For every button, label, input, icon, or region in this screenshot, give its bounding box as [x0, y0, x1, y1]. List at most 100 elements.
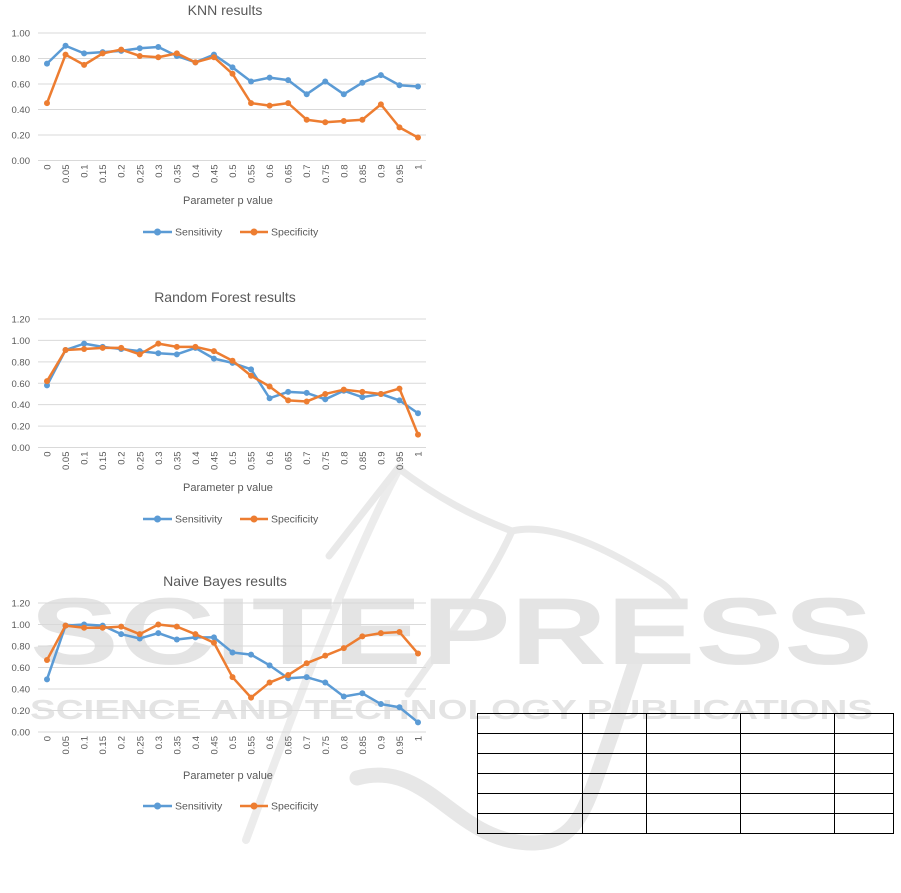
- table-cell: [646, 753, 741, 774]
- legend-label: Specificity: [271, 514, 319, 526]
- specificity-marker: [377, 390, 384, 397]
- x-tick-label: 1: [414, 165, 425, 170]
- table-cell: [834, 813, 894, 834]
- specificity-marker: [322, 652, 329, 659]
- specificity-marker: [285, 672, 292, 679]
- x-tick-label: 0.9: [376, 165, 387, 178]
- table-cell: [834, 793, 894, 814]
- results-table-body: [477, 713, 894, 834]
- sensitivity-marker: [118, 631, 125, 638]
- table-cell: [477, 733, 583, 754]
- table-row: [477, 753, 894, 774]
- x-tick-label: 0.2: [117, 165, 128, 178]
- x-tick-label: 0: [43, 736, 54, 741]
- specificity-marker: [359, 388, 366, 395]
- specificity-marker: [155, 340, 162, 347]
- specificity-marker: [396, 124, 403, 131]
- specificity-marker: [248, 694, 255, 701]
- specificity-marker: [396, 629, 403, 636]
- specificity-marker: [192, 59, 199, 66]
- sensitivity-marker: [415, 83, 421, 90]
- sensitivity-marker: [396, 82, 403, 89]
- y-tick-label: 0.60: [12, 379, 31, 390]
- specificity-marker: [210, 639, 217, 646]
- specificity-marker: [415, 431, 421, 438]
- x-tick-label: 0.45: [209, 736, 220, 755]
- sensitivity-marker: [136, 635, 143, 642]
- y-tick-label: 0.60: [12, 663, 31, 674]
- specificity-marker: [99, 50, 106, 57]
- x-tick-label: 0.85: [358, 736, 369, 755]
- sensitivity-marker: [173, 351, 180, 358]
- table-cell: [740, 813, 835, 834]
- y-tick-label: 0.80: [12, 642, 31, 653]
- sensitivity-marker: [359, 79, 366, 86]
- specificity-marker: [62, 51, 69, 58]
- specificity-marker: [359, 116, 366, 123]
- x-tick-label: 0.95: [395, 452, 406, 471]
- x-axis-title: Parameter p value: [183, 195, 273, 207]
- x-tick-label: 0.1: [80, 736, 91, 749]
- table-cell: [740, 773, 835, 794]
- table-cell: [834, 733, 894, 754]
- chart-title: Naive Bayes results: [163, 573, 287, 589]
- table-cell: [477, 753, 583, 774]
- specificity-marker: [136, 631, 143, 638]
- specificity-marker: [173, 623, 180, 630]
- specificity-marker: [266, 679, 273, 686]
- chart-naive-bayes-results: Naive Bayes results 1.20 1.00 0.80 0.60 0.40 0…: [0, 565, 450, 827]
- x-tick-label: 0.55: [247, 164, 258, 183]
- sensitivity-marker: [266, 662, 273, 669]
- sensitivity-marker: [248, 78, 255, 85]
- table-cell: [582, 813, 647, 834]
- x-tick-label: 0.1: [80, 165, 91, 178]
- legend-marker: [250, 228, 258, 236]
- x-tick-label: 0.15: [98, 452, 109, 471]
- table-row: [477, 793, 894, 814]
- sensitivity-marker: [44, 676, 50, 683]
- x-tick-label: 0.5: [228, 736, 239, 749]
- table-cell: [477, 713, 583, 734]
- sensitivity-marker: [62, 42, 69, 49]
- specificity-marker: [248, 100, 255, 107]
- x-tick-label: 0.7: [302, 736, 313, 749]
- x-tick-label: 0: [43, 165, 54, 170]
- sensitivity-marker: [155, 350, 162, 357]
- specificity-marker: [44, 100, 50, 107]
- specificity-marker: [44, 378, 50, 385]
- sensitivity-marker: [285, 77, 292, 84]
- table-cell: [740, 733, 835, 754]
- table-cell: [834, 773, 894, 794]
- sensitivity-marker: [359, 690, 366, 697]
- specificity-marker: [340, 645, 347, 652]
- x-tick-label: 0.55: [247, 736, 258, 755]
- table-cell: [582, 753, 647, 774]
- specificity-marker: [192, 343, 199, 350]
- y-tick-label: 1.00: [12, 29, 31, 40]
- specificity-marker: [285, 397, 292, 404]
- x-tick-label: 0.4: [191, 165, 202, 178]
- specificity-marker: [173, 343, 180, 350]
- y-tick-label: 0.20: [12, 706, 31, 717]
- specificity-marker: [340, 386, 347, 393]
- table-cell: [582, 713, 647, 734]
- sensitivity-marker: [229, 64, 236, 71]
- table-cell: [646, 713, 741, 734]
- x-tick-label: 0.25: [135, 165, 146, 184]
- x-tick-label: 0.8: [339, 165, 350, 178]
- specificity-marker: [377, 101, 384, 108]
- specificity-marker: [118, 344, 125, 351]
- legend-marker: [154, 515, 161, 523]
- specificity-marker: [322, 119, 329, 126]
- chart-knn-results: KNN results 1.00 0.80 0.60 0.40 0.20 0.00 0 0.05…: [0, 0, 450, 250]
- specificity-marker: [229, 357, 236, 364]
- specificity-line: [45, 48, 420, 139]
- specificity-marker: [266, 102, 273, 109]
- table-cell: [834, 713, 894, 734]
- chart-title: KNN results: [188, 2, 263, 18]
- x-tick-label: 0.75: [321, 736, 332, 755]
- x-tick-label: 0.5: [228, 452, 239, 465]
- sensitivity-marker: [285, 388, 292, 395]
- x-tick-label: 0.7: [302, 452, 313, 465]
